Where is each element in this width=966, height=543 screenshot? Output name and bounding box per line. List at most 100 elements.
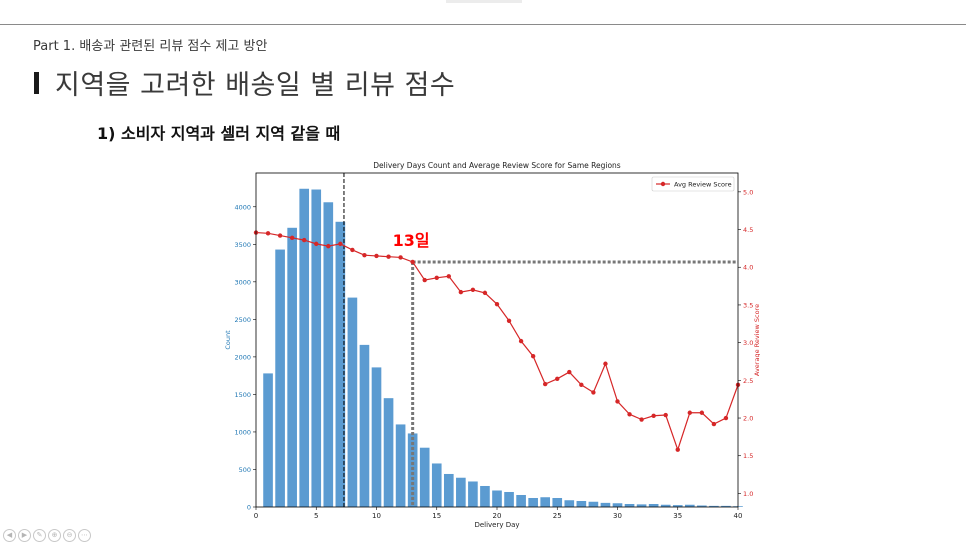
count-bar [612, 503, 623, 507]
review-score-point [265, 231, 271, 236]
more-icon[interactable]: ⋯ [78, 529, 91, 542]
count-bar [323, 202, 334, 507]
review-score-point [374, 253, 379, 259]
count-bar [395, 424, 406, 507]
review-score-point [398, 255, 403, 260]
x-tick-label: 40 [734, 512, 743, 520]
x-tick-label: 10 [372, 512, 381, 520]
review-score-point [555, 376, 560, 382]
review-score-point [434, 275, 439, 280]
y2-tick-label: 1.5 [743, 452, 753, 460]
header-divider [0, 24, 966, 25]
x-tick-label: 0 [254, 512, 258, 520]
review-score-point [506, 318, 512, 323]
y2-tick-label: 2.5 [743, 377, 753, 385]
zoom-in-icon[interactable]: ⊕ [48, 529, 61, 542]
x-axis-label: Delivery Day [474, 521, 519, 529]
count-bar [419, 447, 430, 507]
review-score-point [446, 274, 451, 279]
legend-box [651, 176, 735, 192]
count-bar [492, 490, 502, 507]
count-bar [287, 227, 297, 507]
chart-title: Delivery Days Count and Average Review S… [373, 161, 621, 170]
review-score-point [530, 354, 536, 359]
count-bar [672, 505, 683, 507]
review-score-point [470, 287, 476, 293]
y2-tick-label: 3.0 [743, 339, 753, 347]
y2-tick-label: 2.0 [743, 415, 753, 423]
review-score-point [422, 277, 427, 283]
count-bar [347, 297, 358, 507]
y2-tick-label: 4.0 [743, 264, 753, 272]
count-bar [540, 497, 551, 507]
x-tick-label: 20 [493, 512, 502, 520]
count-bar [516, 494, 526, 507]
y-tick-label: 1500 [234, 391, 251, 399]
legend-label: Avg Review Score [674, 181, 732, 189]
y2-tick-label: 3.5 [743, 301, 753, 309]
review-score-point [494, 301, 500, 307]
y-tick-label: 3000 [234, 278, 251, 286]
count-bar [335, 221, 346, 508]
count-bar [359, 344, 370, 507]
part-label: Part 1. 배송과 관련된 리뷰 점수 제고 방안 [33, 39, 268, 54]
count-bar [624, 503, 635, 507]
y2-tick-label: 4.5 [743, 226, 753, 234]
count-bar [721, 505, 731, 507]
y-tick-label: 0 [247, 504, 251, 512]
x-tick-label: 30 [613, 512, 622, 520]
count-bar [709, 505, 719, 507]
review-score-point [603, 361, 608, 366]
review-score-point [651, 413, 656, 418]
slide-title: 지역을 고려한 배송일 별 리뷰 점수 [55, 70, 456, 101]
pen-icon[interactable]: ✎ [33, 529, 46, 542]
review-score-point [277, 233, 283, 238]
x-tick-label: 25 [553, 512, 562, 520]
slideshow-nav: ◀ ▶ ✎ ⊕ ⊖ ⋯ [3, 529, 91, 542]
count-bar [504, 491, 514, 507]
slide-subtitle: 1) 소비자 지역과 셀러 지역 같을 때 [97, 124, 341, 143]
title-accent-bar [34, 72, 39, 94]
count-bar [588, 501, 599, 507]
y2-tick-label: 5.0 [743, 188, 753, 196]
y2-tick-label: 1.0 [743, 490, 753, 498]
count-bar [468, 481, 478, 507]
window-tab-shadow [446, 0, 522, 3]
review-score-point [579, 382, 584, 388]
review-score-point [699, 410, 705, 415]
count-bar [648, 503, 659, 507]
y-tick-label: 2000 [234, 353, 251, 361]
x-tick-label: 15 [432, 512, 441, 520]
count-bar [684, 504, 695, 507]
x-tick-label: 5 [314, 512, 318, 520]
y-tick-label: 4000 [234, 203, 251, 211]
review-score-point [289, 235, 295, 241]
review-score-point [639, 417, 644, 422]
count-bar [636, 504, 647, 507]
next-slide-icon[interactable]: ▶ [18, 529, 31, 542]
delivery-review-chart: 0 5 10 15 20 25 30 35 40 0 500 1000 1500 2000 2500 3000… [224, 161, 760, 529]
review-score-point [591, 390, 596, 395]
y-tick-label: 3500 [234, 241, 251, 249]
zoom-out-icon[interactable]: ⊖ [63, 529, 76, 542]
y-tick-label: 2500 [234, 316, 251, 324]
count-bar [431, 463, 442, 507]
count-bar [697, 505, 707, 507]
y-tick-label: 500 [239, 466, 251, 474]
count-bar [456, 477, 466, 507]
count-bar [660, 504, 671, 507]
prev-slide-icon[interactable]: ◀ [3, 529, 16, 542]
count-bar [407, 433, 418, 507]
review-score-point [410, 259, 415, 265]
review-score-point [362, 252, 367, 258]
review-score-point [687, 410, 692, 415]
y-axis-label: Count [224, 330, 232, 350]
review-score-point [711, 421, 717, 427]
review-score-point [338, 241, 343, 247]
count-bar [263, 373, 273, 507]
review-score-point [482, 290, 488, 296]
legend-marker [660, 181, 666, 187]
count-bar [275, 249, 285, 507]
y-tick-label: 1000 [234, 428, 251, 436]
review-score-point [350, 247, 355, 253]
